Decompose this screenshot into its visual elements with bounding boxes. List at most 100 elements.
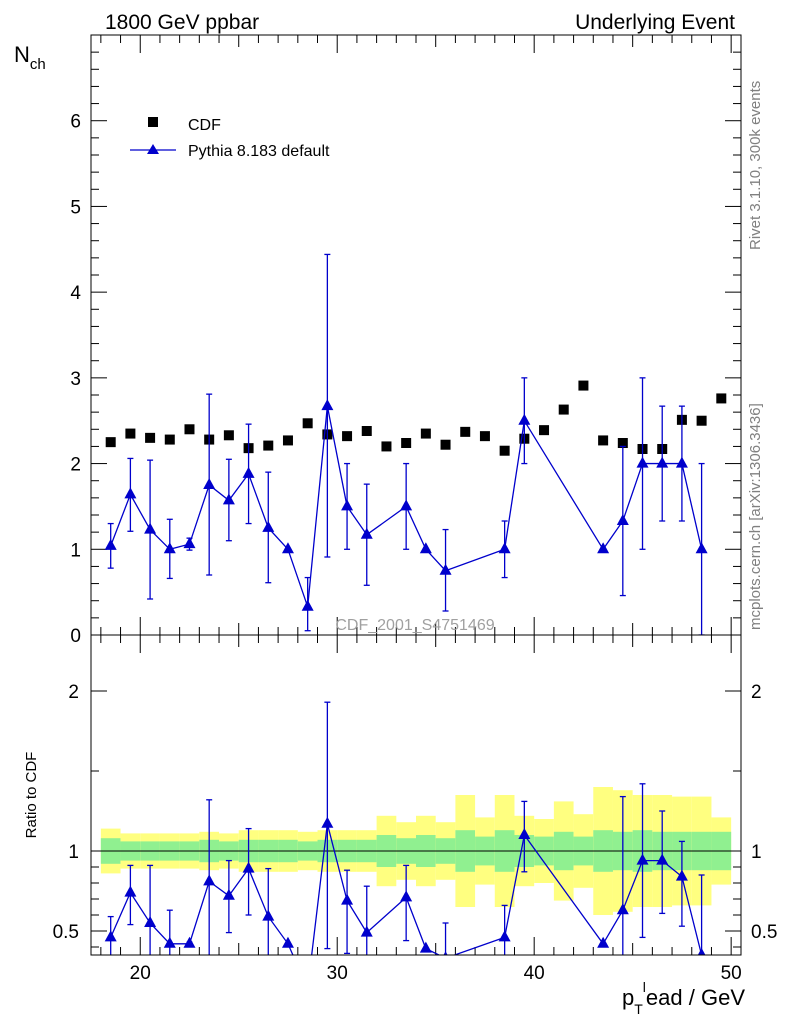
y-tick-label-main: 0	[70, 626, 81, 647]
cdf-point	[381, 441, 392, 452]
pythia-point	[636, 456, 649, 468]
ratio-pythia-point	[183, 936, 196, 948]
pythia-point	[341, 499, 354, 511]
y-tick-label-main: 4	[70, 283, 81, 304]
cdf-point	[479, 431, 490, 442]
legend: CDF Pythia 8.183 default	[130, 117, 330, 160]
ratio-pythia-point	[262, 909, 275, 921]
ratio-pythia-point	[675, 869, 688, 881]
cdf-point	[401, 438, 412, 448]
ratio-pythia-point	[518, 828, 531, 839]
cdf-point	[125, 428, 136, 439]
ratio-axis-ticks: 20 30 40 50 0.5 0.5 1 1 2 2	[53, 635, 777, 984]
main-panel: 0 1 2 3 4 5 6 CDF_2001_S4751469	[70, 34, 742, 647]
x-tick-label: 20	[130, 963, 151, 984]
cdf-point	[342, 431, 353, 442]
cdf-point	[696, 415, 707, 426]
rivet-label: Rivet 3.1.10, 300k events	[747, 81, 764, 250]
main-y-label: Nch	[14, 42, 46, 73]
cdf-point	[440, 439, 451, 450]
y-tick-label-main: 3	[70, 369, 81, 390]
pythia-point	[518, 413, 531, 425]
ratio-pythia-point	[597, 936, 610, 948]
y-tick-label-ratio-right: 0.5	[751, 922, 777, 943]
pythia-point	[360, 527, 373, 539]
cdf-point	[420, 428, 431, 439]
ratio-pythia-point	[443, 951, 448, 955]
pythia-point	[242, 466, 255, 478]
pythia-point	[321, 399, 334, 411]
ratio-y-label: Ratio to CDF	[23, 752, 40, 839]
header-right-title: Underlying Event	[575, 11, 735, 34]
header-left-title: 1800 GeV ppbar	[105, 11, 259, 34]
ratio-pythia-point	[242, 861, 255, 873]
y-tick-label-main: 5	[70, 197, 81, 218]
pythia-point	[281, 542, 294, 554]
pythia-point	[616, 514, 629, 525]
pythia-point	[262, 520, 275, 532]
pythia-point	[222, 493, 235, 505]
x-axis-label: pTlead / GeV	[622, 979, 745, 1017]
pythia-point	[124, 487, 137, 499]
y-tick-label-main: 6	[70, 112, 81, 133]
ratio-pythia-point	[656, 853, 669, 865]
cdf-point	[361, 426, 372, 436]
ratio-pythia-point	[498, 930, 511, 942]
legend-cdf-marker	[148, 117, 158, 127]
pythia-point	[597, 542, 610, 554]
cdf-point	[282, 435, 293, 446]
y-tick-label-ratio-right: 2	[751, 682, 762, 703]
main-axis-ticks: 0 1 2 3 4 5 6	[70, 34, 741, 647]
x-tick-label: 30	[327, 963, 348, 984]
cdf-point	[263, 440, 274, 451]
cdf-point	[558, 404, 569, 415]
pythia-point	[498, 542, 511, 554]
pythia-point	[675, 456, 688, 468]
cdf-point	[223, 430, 234, 441]
ratio-pythia-point	[222, 888, 235, 900]
cdf-point	[539, 425, 550, 436]
ratio-panel: 20 30 40 50 0.5 0.5 1 1 2 2	[53, 634, 777, 984]
ratio-pythia-point	[419, 941, 432, 953]
cdf-point	[578, 380, 589, 391]
cdf-point	[164, 434, 175, 445]
legend-pythia-label: Pythia 8.183 default	[188, 143, 330, 160]
ratio-pythia-point	[636, 853, 649, 865]
x-tick-label: 50	[721, 963, 742, 984]
pythia-point	[203, 478, 216, 489]
pythia-point	[301, 599, 314, 611]
pythia-point	[695, 542, 708, 554]
cdf-point	[105, 437, 116, 448]
main-series	[104, 253, 727, 635]
ratio-uncertainty-bands	[100, 787, 732, 915]
ratio-pythia-point	[203, 874, 216, 886]
cdf-point	[499, 445, 510, 456]
ratio-series	[104, 701, 706, 955]
ratio-pythia-point	[616, 903, 629, 915]
y-tick-label-main: 1	[70, 540, 81, 561]
pythia-point	[104, 538, 117, 550]
cdf-point	[145, 432, 156, 443]
y-tick-label-ratio: 1	[68, 842, 79, 863]
ratio-pythia-point	[400, 890, 413, 902]
legend-pythia-marker	[147, 144, 159, 154]
ratio-pythia-point	[697, 948, 706, 955]
pythia-point	[439, 563, 452, 575]
pythia-point	[163, 542, 176, 554]
ratio-pythia-point	[321, 816, 334, 828]
ratio-frame	[90, 634, 742, 956]
y-tick-label-ratio: 0.5	[53, 922, 79, 943]
legend-cdf-label: CDF	[188, 117, 221, 134]
mcplots-label: mcplots.cern.ch [arXiv:1306.3436]	[747, 403, 764, 630]
cdf-point	[302, 418, 313, 429]
ratio-pythia-point	[360, 925, 373, 937]
y-tick-label-ratio: 2	[68, 682, 79, 703]
ratio-pythia-point	[124, 885, 137, 897]
pythia-point	[419, 542, 432, 554]
cdf-point	[617, 438, 628, 448]
ratio-pythia-point	[163, 936, 176, 948]
cdf-point	[184, 424, 195, 435]
ratio-pythia-point	[104, 930, 117, 942]
pythia-point	[400, 499, 413, 511]
